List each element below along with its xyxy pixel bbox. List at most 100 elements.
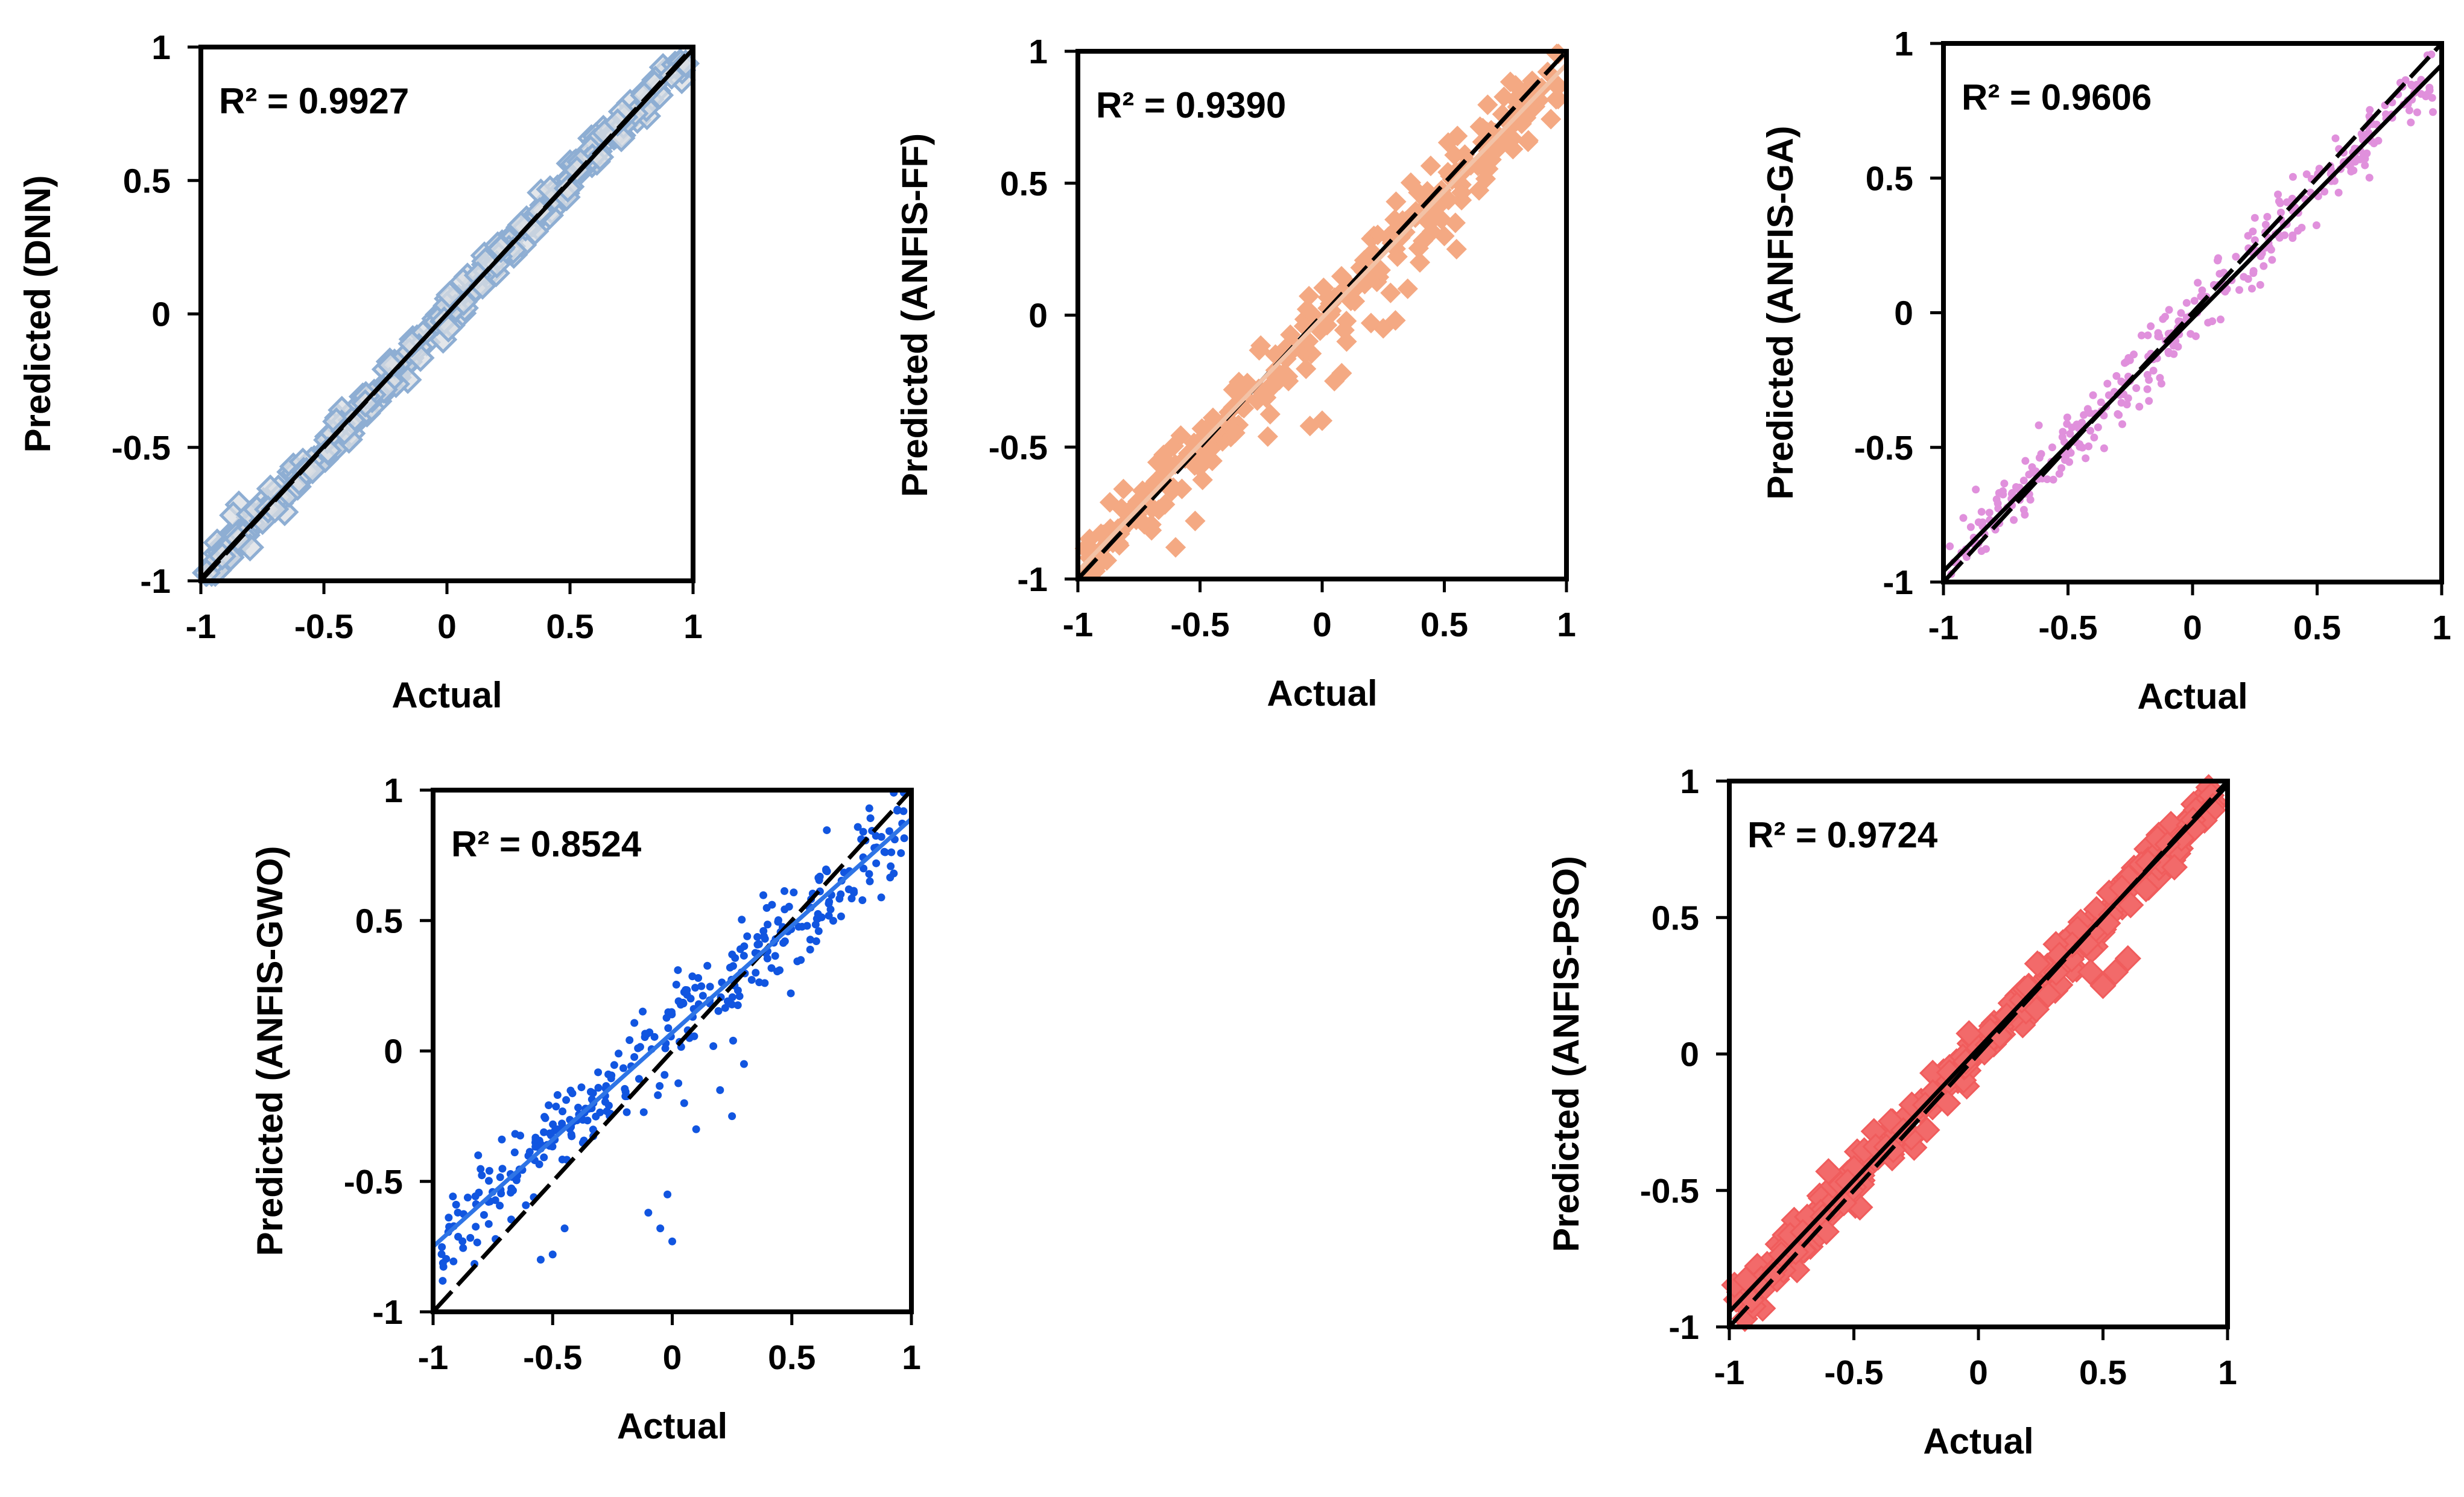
data-point [619,1064,627,1072]
data-point [2276,208,2285,217]
data-point [434,314,463,343]
data-point [2118,420,2126,428]
data-point [849,887,858,895]
data-point [859,828,867,836]
y-axis-title: Predicted (DNN) [17,175,58,452]
data-point [1985,508,1994,517]
r-squared-label: R² = 0.9390 [1096,85,1286,125]
data-point [586,142,615,171]
data-point [1385,310,1406,331]
data-point [2260,262,2268,270]
data-point [1259,404,1281,425]
data-point [2089,391,2097,399]
data-point [2334,188,2343,197]
data-point [548,1142,557,1151]
identity-line [1076,49,1568,581]
data-point [2169,341,2177,350]
data-point [1982,545,1991,553]
data-point [2000,479,2009,488]
trend-line [1076,63,1568,573]
data-point [559,1107,567,1116]
data-point [2276,199,2284,207]
y-tick-label: 1 [1894,25,1913,63]
data-point [900,834,908,843]
data-point [2298,223,2306,232]
data-point [1331,362,1352,384]
data-point [1384,209,1405,230]
x-tick-label: -1 [186,607,217,646]
data-point [2159,315,2167,323]
data-point [1299,416,1320,437]
y-tick-label: 0.5 [355,902,403,940]
data-point [667,1008,676,1016]
data-point [1420,155,1442,177]
data-point [1877,1107,1905,1135]
data-point [2066,429,2074,438]
data-point [2249,267,2258,275]
data-point [641,1030,650,1038]
x-tick-label: 0.5 [2079,1353,2127,1392]
data-point [860,864,868,873]
data-point [2055,470,2063,478]
data-point [743,932,752,940]
data-point [716,1086,724,1094]
data-point [589,1125,597,1134]
data-point [2112,372,2121,380]
x-tick-label: -0.5 [1170,606,1229,644]
data-point [2331,134,2340,142]
data-point [484,1220,493,1228]
data-point [812,937,820,946]
data-point [761,979,769,987]
y-tick-label: 0 [384,1033,403,1071]
x-tick-label: 1 [902,1338,921,1377]
data-point [604,1101,613,1110]
data-point [2407,118,2415,127]
data-point [1154,494,1176,515]
data-point [781,887,789,895]
y-axis-title: Predicted (ANFIS-PSO) [1546,856,1586,1252]
data-point [463,1194,472,1202]
y-tick-label: -0.5 [344,1163,403,1201]
data-point [872,859,881,867]
data-point [1469,116,1490,138]
data-point [2135,402,2144,411]
data-point [622,1108,631,1116]
data-point [2235,286,2243,294]
y-tick-label: 0 [1894,294,1913,333]
y-axis-title: Predicted (ANFIS-GA) [1760,125,1800,499]
identity-line [431,788,913,1314]
trend-line [1728,783,2229,1314]
data-point [568,1132,576,1141]
data-point [2019,476,2028,485]
data-point [781,905,789,914]
data-point [654,1091,662,1100]
data-point [664,1190,672,1198]
trend-line [199,48,695,580]
data-point [2089,972,2117,999]
y-tick-label: 0.5 [1866,159,1913,198]
data-point [683,986,691,995]
data-point [753,933,762,942]
data-point [2145,397,2153,405]
data-point [330,417,359,446]
data-point [630,1019,639,1027]
scatter-panel-anfis-ga: -1 -0.5 0 0.5 1 -1 -0.5 0 0.5 1 Actual Predicted (A… [1760,25,2451,717]
data-point [2019,505,2028,514]
x-tick-label: 0 [1313,606,1332,644]
data-point [1475,168,1496,189]
data-point [1154,453,1176,475]
data-point [610,1061,618,1069]
data-point [787,989,795,998]
data-point [697,982,706,990]
data-point [668,1237,676,1245]
data-point [1170,425,1191,446]
data-point [2114,945,2141,972]
data-point [1518,130,1539,151]
data-point [2102,958,2129,986]
data-point [825,897,834,906]
data-point [866,814,875,823]
x-tick-label: -0.5 [1824,1353,1883,1392]
data-point [594,1084,603,1092]
data-point [1815,1158,1842,1185]
data-point [2366,106,2374,114]
